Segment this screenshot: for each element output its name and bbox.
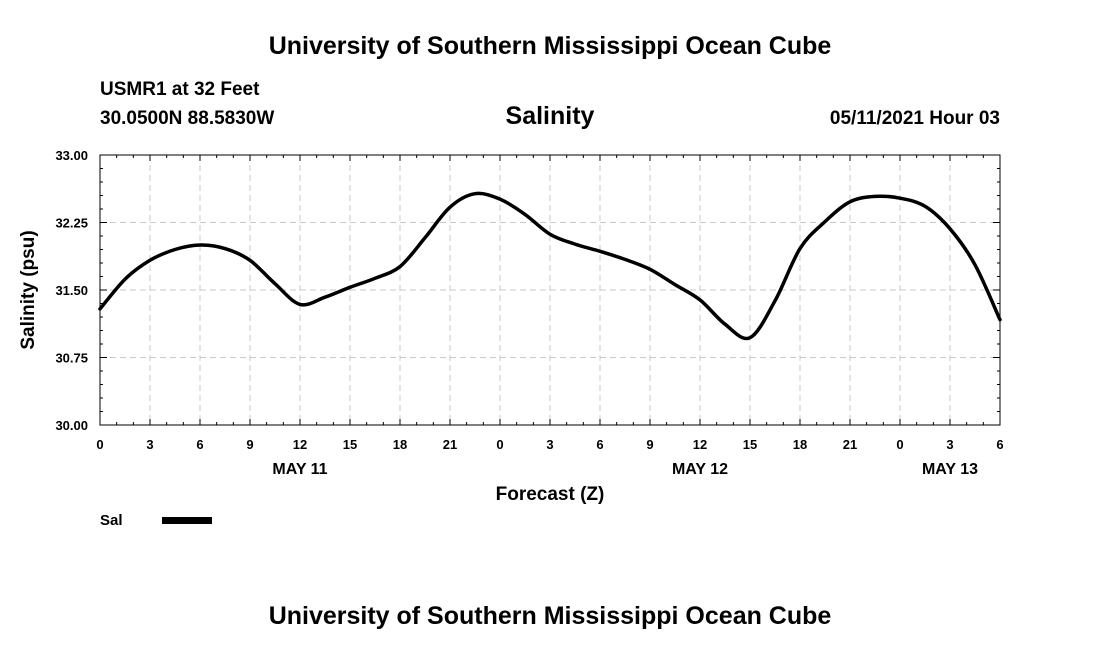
day-labels: MAY 11 MAY 12 MAY 13 [272,461,978,478]
x-tick-label: 0 [896,437,903,452]
x-tick-label: 15 [743,437,757,452]
x-tick-label: 3 [546,437,553,452]
day-label: MAY 13 [922,461,978,478]
x-tick-label: 12 [293,437,307,452]
x-tick-label: 21 [443,437,457,452]
y-tick-labels: 30.00 30.75 31.50 32.25 33.00 [55,148,88,433]
y-tick-label: 30.75 [55,351,88,366]
x-axis-label: Forecast (Z) [496,484,605,505]
y-tick-label: 32.25 [55,216,88,231]
legend-label: Sal [100,512,123,529]
day-label: MAY 11 [272,461,327,478]
station-label: USMR1 at 32 Feet [100,79,260,100]
x-tick-label: 9 [646,437,653,452]
main-title: University of Southern Mississippi Ocean… [269,32,832,60]
datetime-label: 05/11/2021 Hour 03 [830,108,1000,129]
x-tick-label: 0 [96,437,103,452]
x-tick-label: 3 [146,437,153,452]
x-tick-label: 9 [246,437,253,452]
x-tick-labels: 0 3 6 9 12 15 18 21 0 3 6 9 12 15 18 21 0 3 6 [96,437,1003,452]
grid [100,155,1000,425]
legend-swatch [162,517,212,524]
x-tick-label: 6 [196,437,203,452]
x-tick-label: 18 [393,437,407,452]
x-tick-label: 21 [843,437,857,452]
x-tick-label: 18 [793,437,807,452]
plot-frame [99,154,1001,426]
y-tick-label: 30.00 [55,418,88,433]
y-axis-label: Salinity (psu) [18,230,39,349]
x-tick-label: 3 [946,437,953,452]
chart-title: Salinity [506,102,595,130]
x-tick-label: 15 [343,437,357,452]
x-tick-label: 6 [996,437,1003,452]
day-label: MAY 12 [672,461,728,478]
coordinates-label: 30.0500N 88.5830W [100,108,274,129]
x-tick-label: 12 [693,437,707,452]
x-tick-label: 6 [596,437,603,452]
y-tick-label: 33.00 [55,148,88,163]
series-line-sal [98,191,1002,341]
x-tick-label: 0 [496,437,503,452]
y-tick-label: 31.50 [55,283,88,298]
footer-title: University of Southern Mississippi Ocean… [269,602,832,630]
